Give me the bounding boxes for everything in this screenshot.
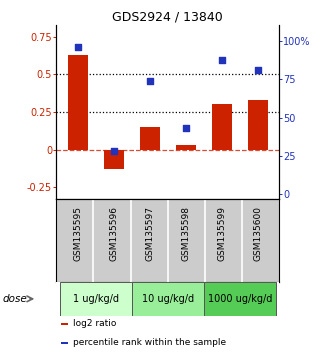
- Title: GDS2924 / 13840: GDS2924 / 13840: [112, 11, 223, 24]
- Point: [255, 68, 260, 73]
- Bar: [176, 145, 195, 149]
- Text: percentile rank within the sample: percentile rank within the sample: [73, 338, 226, 347]
- Text: 1000 ug/kg/d: 1000 ug/kg/d: [207, 294, 272, 304]
- Bar: [248, 100, 268, 149]
- Point: [183, 126, 188, 131]
- Bar: [104, 149, 124, 169]
- Text: dose: dose: [3, 294, 27, 304]
- Point: [147, 78, 152, 84]
- Text: 1 ug/kg/d: 1 ug/kg/d: [73, 294, 119, 304]
- Bar: [61, 342, 68, 344]
- Text: GSM135596: GSM135596: [109, 206, 118, 261]
- Point: [219, 57, 224, 62]
- Bar: [204, 282, 276, 316]
- Text: log2 ratio: log2 ratio: [73, 319, 116, 328]
- Bar: [61, 322, 68, 325]
- Text: GSM135595: GSM135595: [73, 206, 82, 261]
- Text: GSM135597: GSM135597: [145, 206, 154, 261]
- Text: GSM135600: GSM135600: [253, 206, 262, 261]
- Point: [75, 45, 80, 50]
- Bar: [140, 127, 160, 149]
- Text: GSM135599: GSM135599: [217, 206, 226, 261]
- Bar: [132, 282, 204, 316]
- Point: [111, 148, 116, 154]
- Bar: [212, 104, 231, 149]
- Bar: [60, 282, 132, 316]
- Text: 10 ug/kg/d: 10 ug/kg/d: [142, 294, 194, 304]
- Bar: [68, 55, 88, 149]
- Text: GSM135598: GSM135598: [181, 206, 190, 261]
